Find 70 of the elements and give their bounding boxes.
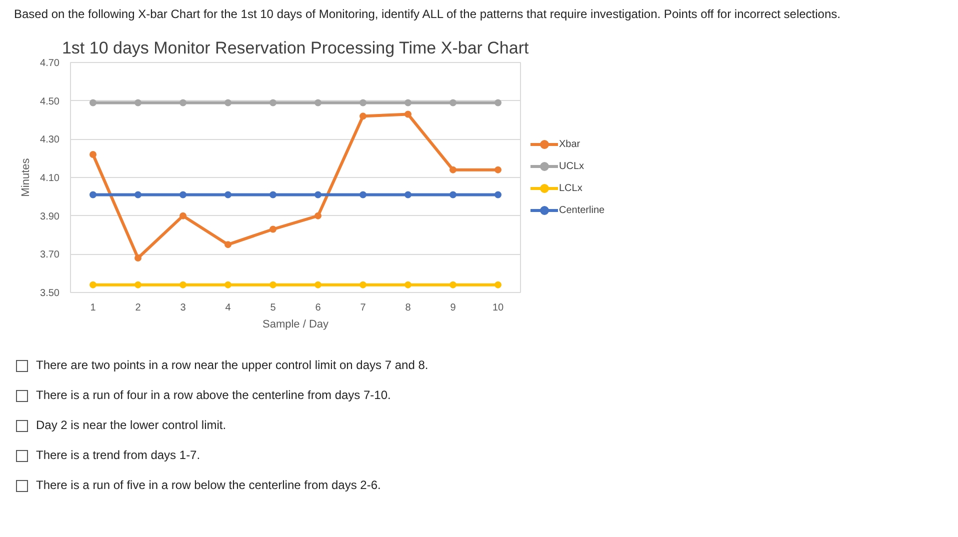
point <box>450 99 456 106</box>
point <box>314 191 322 198</box>
x-axis-title: Sample / Day <box>262 318 330 331</box>
legend-label: Centerline <box>559 204 605 216</box>
y-tick-label: 4.30 <box>40 134 60 146</box>
point <box>314 99 322 106</box>
text: There is a trend from days 1-7. <box>35 447 200 464</box>
x-tick-label: 5 <box>270 302 276 314</box>
point <box>494 281 502 288</box>
y-axis-title: Minutes <box>20 158 32 197</box>
point <box>224 99 232 106</box>
y-tick-label: 4.10 <box>40 173 60 184</box>
y-tick-label: 3.50 <box>40 288 60 300</box>
x-tick-label: 4 <box>225 302 232 314</box>
point <box>314 281 322 288</box>
point <box>450 166 456 174</box>
point <box>224 281 232 288</box>
y-tick-label: 3.90 <box>40 211 60 222</box>
x-tick-label: 1 <box>90 302 96 314</box>
point <box>404 99 412 106</box>
point <box>494 191 502 198</box>
point <box>134 281 142 288</box>
point <box>450 281 456 288</box>
point <box>180 191 186 198</box>
point <box>180 99 186 106</box>
point <box>404 281 412 288</box>
point <box>494 166 502 174</box>
point <box>404 110 412 118</box>
x-tick-label: 7 <box>360 302 366 314</box>
point <box>270 226 276 233</box>
point <box>180 281 186 288</box>
text: There are two points in a row near the upper control limit on days 7 and 8. <box>35 357 428 374</box>
text: Day 2 is near the lower control limit. <box>35 417 226 434</box>
point <box>134 99 142 106</box>
text: Based on the following X-bar Chart for the 1st 10 days of Monitoring, identify ALL of the patterns that require investigation. Points off for incorrect selections. <box>14 6 840 23</box>
y-tick-label: 4.70 <box>40 58 60 70</box>
point <box>360 281 366 288</box>
point <box>270 191 276 198</box>
chart-title: 1st 10 days Monitor Reservation Processing Time X-bar Chart <box>62 38 529 58</box>
text: There is a run of four in a row above the centerline from days 7-10. <box>35 387 391 404</box>
point <box>180 212 186 220</box>
point <box>404 191 412 198</box>
y-tick-label: 3.70 <box>40 250 60 261</box>
point <box>224 191 232 198</box>
point <box>90 151 96 158</box>
text: There is a run of five in a row below the centerline from days 2-6. <box>35 477 381 494</box>
point <box>360 112 366 120</box>
point <box>90 191 96 198</box>
point <box>270 281 276 288</box>
x-tick-label: 8 <box>405 302 412 314</box>
point <box>314 212 322 220</box>
point <box>494 99 502 106</box>
point <box>134 191 142 198</box>
point <box>90 281 96 288</box>
x-tick-label: 6 <box>315 302 322 314</box>
point <box>90 99 96 106</box>
x-tick-label: 9 <box>450 302 456 314</box>
legend-label: LCLx <box>559 182 582 194</box>
legend-label: Xbar <box>559 138 580 150</box>
point <box>224 241 232 248</box>
point <box>134 254 142 262</box>
point <box>270 99 276 106</box>
point <box>360 99 366 106</box>
x-tick-label: 3 <box>180 302 186 314</box>
point <box>360 191 366 198</box>
point <box>450 191 456 198</box>
x-tick-label: 10 <box>492 302 504 314</box>
y-tick-label: 4.50 <box>40 96 60 108</box>
legend-label: UCLx <box>559 160 584 172</box>
x-tick-label: 2 <box>135 302 142 314</box>
